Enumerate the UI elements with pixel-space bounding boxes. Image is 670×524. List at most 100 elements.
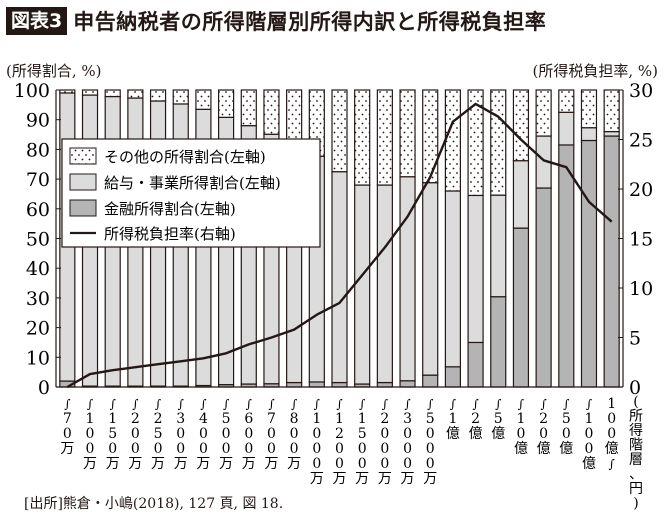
legend-label-line: 所得税負担率(右軸) bbox=[104, 225, 236, 243]
other-segment bbox=[331, 89, 348, 173]
x-axis-labels: ∫70万∫100万∫150万∫200万∫250万∫300万∫400万∫500万∫… bbox=[60, 394, 643, 512]
svg-text:億: 億 bbox=[469, 426, 483, 442]
svg-text:8: 8 bbox=[290, 411, 299, 427]
svg-text:0: 0 bbox=[607, 411, 616, 427]
svg-text:1: 1 bbox=[86, 411, 95, 427]
svg-text:0: 0 bbox=[176, 426, 185, 442]
x-tick-label: ∫70万 bbox=[60, 397, 74, 457]
svg-text:0: 0 bbox=[403, 441, 412, 457]
svg-text:億: 億 bbox=[537, 441, 551, 457]
svg-text:万: 万 bbox=[264, 456, 278, 472]
bar-stack bbox=[354, 89, 371, 388]
left-axis-title: (所得割合, %) bbox=[6, 62, 102, 80]
svg-text:∫: ∫ bbox=[404, 397, 411, 411]
x-tick-label: ∫2億 bbox=[469, 397, 483, 442]
x-tick-label: ∫5億 bbox=[491, 397, 505, 442]
legend: その他の所得割合(左軸) 給与・事業所得割合(左軸) 金融所得割合(左軸) 所得… bbox=[61, 138, 321, 248]
svg-text:1: 1 bbox=[335, 411, 344, 427]
svg-text:1: 1 bbox=[516, 411, 525, 427]
svg-text:0: 0 bbox=[380, 426, 389, 442]
svg-text:所: 所 bbox=[629, 409, 643, 425]
svg-text:1: 1 bbox=[585, 411, 594, 427]
svg-text:0: 0 bbox=[244, 441, 253, 457]
svg-text:∫: ∫ bbox=[291, 397, 298, 411]
financial-segment bbox=[399, 380, 416, 388]
svg-text:∫: ∫ bbox=[518, 397, 525, 411]
svg-text:0: 0 bbox=[199, 426, 208, 442]
svg-text:億: 億 bbox=[446, 426, 460, 442]
left-tick-label: 50 bbox=[26, 229, 50, 251]
svg-text:0: 0 bbox=[403, 456, 412, 472]
svg-text:1: 1 bbox=[108, 411, 117, 427]
svg-text:∫: ∫ bbox=[268, 397, 275, 411]
legend-swatch-financial bbox=[69, 199, 97, 217]
other-segment bbox=[59, 89, 76, 94]
other-segment bbox=[286, 89, 303, 146]
svg-text:0: 0 bbox=[426, 426, 435, 442]
salary-segment bbox=[603, 130, 620, 137]
svg-text:0: 0 bbox=[312, 456, 321, 472]
svg-text:5: 5 bbox=[426, 411, 435, 427]
svg-text:2: 2 bbox=[471, 411, 480, 427]
svg-text:2: 2 bbox=[154, 411, 163, 427]
other-segment bbox=[490, 89, 507, 196]
svg-text:∫: ∫ bbox=[87, 397, 94, 411]
financial-segment bbox=[422, 374, 439, 388]
svg-text:∫: ∫ bbox=[246, 397, 253, 411]
svg-text:万: 万 bbox=[242, 456, 256, 472]
svg-text:1: 1 bbox=[312, 411, 321, 427]
svg-text:万: 万 bbox=[174, 456, 188, 472]
right-tick-label: 15 bbox=[629, 229, 653, 251]
right-tick-label: 10 bbox=[629, 278, 653, 300]
other-segment bbox=[422, 89, 439, 184]
financial-segment bbox=[558, 144, 575, 388]
svg-text:億: 億 bbox=[605, 441, 619, 457]
svg-text:0: 0 bbox=[539, 426, 548, 442]
svg-text:万: 万 bbox=[423, 471, 437, 487]
svg-text:5: 5 bbox=[494, 411, 503, 427]
svg-text:2: 2 bbox=[380, 411, 389, 427]
bar-stack bbox=[467, 89, 484, 388]
bar-stack bbox=[399, 89, 416, 388]
svg-text:0: 0 bbox=[131, 441, 140, 457]
svg-text:∫: ∫ bbox=[495, 397, 502, 411]
svg-text:5: 5 bbox=[358, 426, 367, 442]
svg-text:0: 0 bbox=[516, 426, 525, 442]
svg-text:∫: ∫ bbox=[563, 397, 570, 411]
other-segment bbox=[104, 89, 121, 98]
svg-text:0: 0 bbox=[358, 441, 367, 457]
financial-segment bbox=[444, 366, 461, 388]
bar-stack bbox=[535, 89, 552, 388]
svg-text:万: 万 bbox=[106, 456, 120, 472]
svg-text:得: 得 bbox=[629, 422, 643, 439]
bar-stack bbox=[331, 89, 348, 388]
other-segment bbox=[218, 89, 235, 118]
svg-text:∫: ∫ bbox=[336, 397, 343, 411]
svg-text:万: 万 bbox=[219, 456, 233, 472]
svg-text:0: 0 bbox=[86, 426, 95, 442]
financial-segment bbox=[331, 381, 348, 388]
svg-text:5: 5 bbox=[222, 411, 231, 427]
svg-text:∫: ∫ bbox=[223, 397, 230, 411]
bar-stack bbox=[444, 89, 461, 388]
other-segment bbox=[240, 89, 257, 127]
other-segment bbox=[127, 89, 144, 99]
salary-segment bbox=[354, 184, 371, 385]
bar-stack bbox=[422, 89, 439, 388]
left-tick-label: 30 bbox=[26, 288, 50, 310]
other-segment bbox=[376, 89, 393, 186]
bar-stack bbox=[376, 89, 393, 388]
other-segment bbox=[444, 89, 461, 192]
svg-text:1: 1 bbox=[607, 396, 616, 412]
x-tick-label: ∫10億 bbox=[514, 397, 528, 457]
salary-segment bbox=[580, 127, 598, 142]
svg-text:∫: ∫ bbox=[472, 397, 479, 411]
svg-text:5: 5 bbox=[154, 426, 163, 442]
